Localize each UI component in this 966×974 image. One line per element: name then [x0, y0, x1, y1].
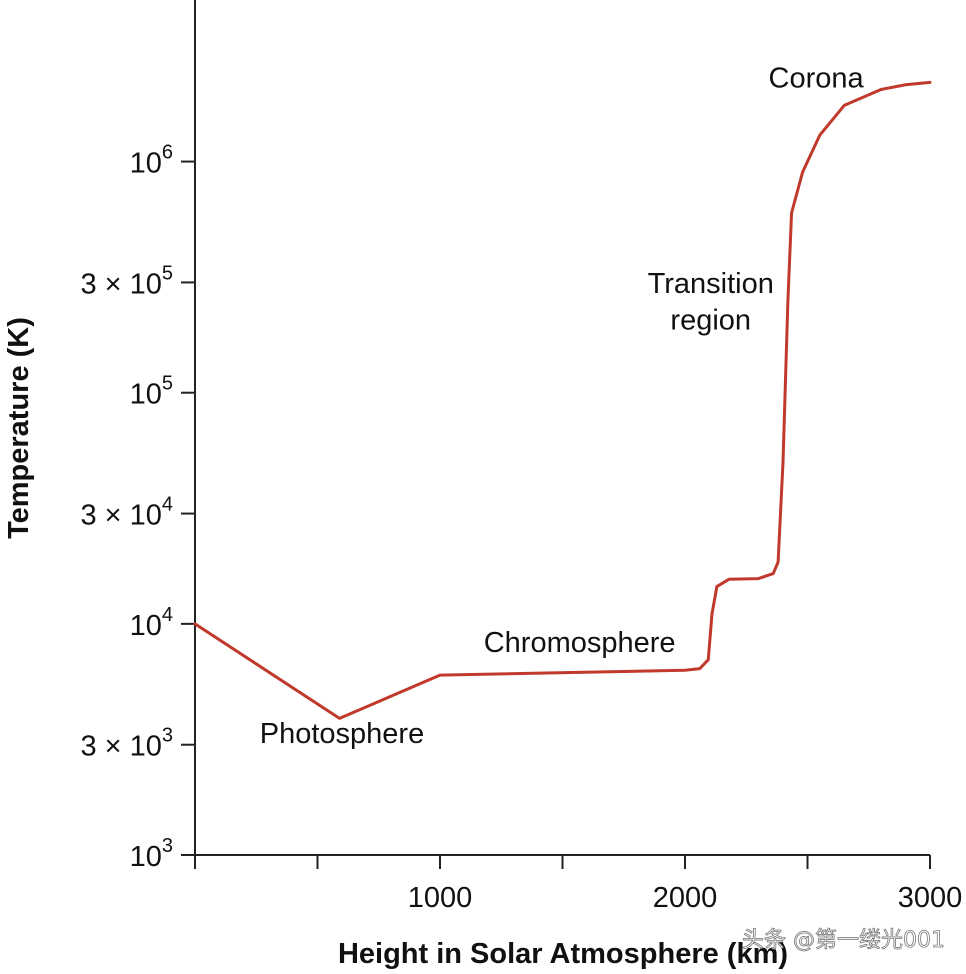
- x-tick-label: 2000: [653, 882, 718, 914]
- temperature-line: [193, 80, 932, 720]
- y-tick-label: 105: [130, 373, 173, 411]
- y-tick-label: 106: [130, 142, 173, 180]
- annotation-layer: Photosphere Chromosphere Transition region C…: [260, 63, 865, 750]
- region-label: Corona: [769, 63, 865, 95]
- y-tick-label: 3 × 104: [80, 494, 173, 532]
- region-label: region: [670, 304, 751, 336]
- y-tick-label: 104: [130, 604, 173, 642]
- y-ticks: 103 3 × 103 104 3 × 104 105 3 × 105 106: [80, 142, 195, 873]
- region-label: Chromosphere: [484, 627, 676, 659]
- region-label: Transition: [648, 268, 774, 300]
- y-axis-title: Temperature (K): [3, 317, 35, 539]
- x-tick-label: 3000: [898, 882, 963, 914]
- region-label: Photosphere: [260, 718, 424, 750]
- x-tick-label: 1000: [408, 882, 473, 914]
- x-ticks: 1000 2000 3000: [194, 855, 963, 914]
- y-tick-label: 3 × 105: [80, 262, 173, 300]
- y-tick-label: 103: [130, 835, 173, 873]
- y-tick-label: 3 × 103: [80, 725, 173, 763]
- x-axis-title: Height in Solar Atmosphere (km): [338, 938, 788, 970]
- series-layer: [193, 80, 932, 720]
- watermark: 头条 @第一缕光001: [742, 928, 945, 953]
